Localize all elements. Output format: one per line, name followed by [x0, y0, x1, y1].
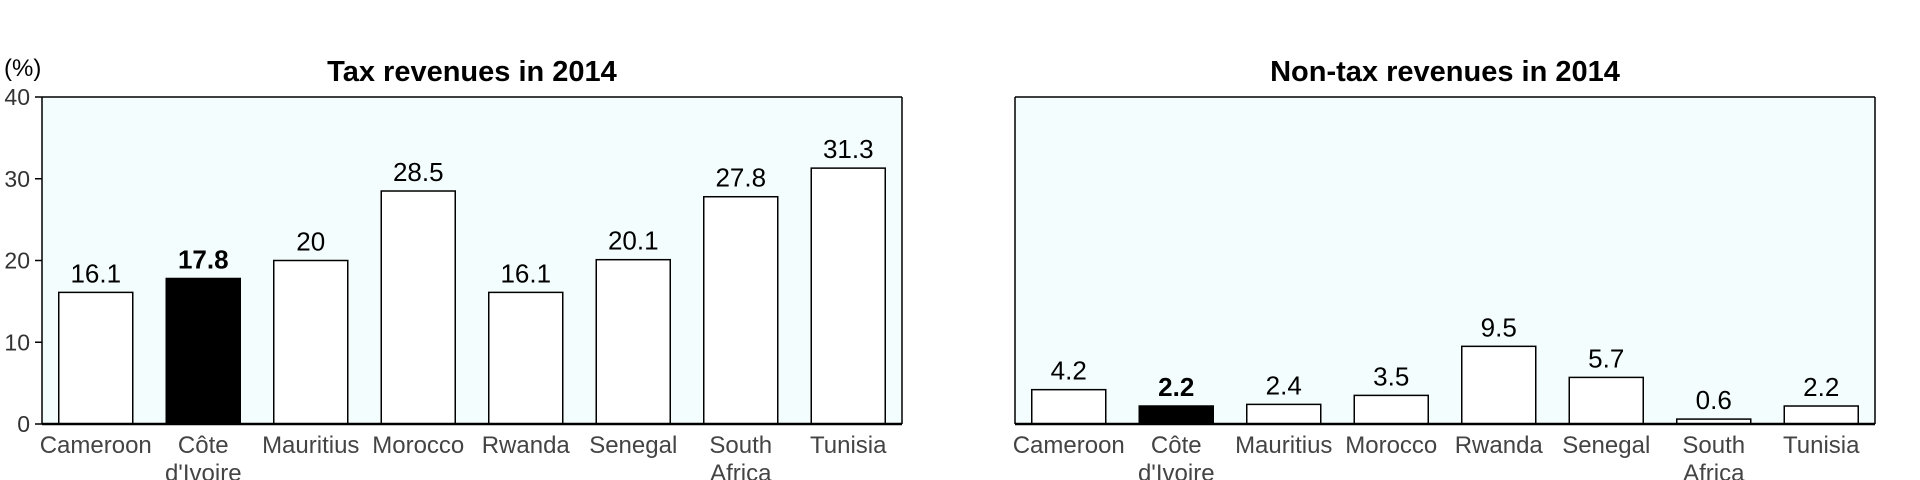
- bar-morocco: [380, 190, 456, 425]
- category-label: South Africa: [709, 432, 772, 480]
- category-label: Tunisia: [1783, 432, 1860, 459]
- bar-tunisia: [810, 167, 886, 425]
- bar-c-te-d-ivoire: [1138, 405, 1214, 425]
- y-tick-label: 20: [4, 248, 30, 274]
- bar-tunisia: [1783, 405, 1859, 425]
- category-label: Côte d'Ivoire: [1138, 432, 1215, 480]
- data-label: 17.8: [178, 244, 229, 274]
- chart-panel-2: Non-tax revenues in 2014 4.2 Cameroon 2.2 Cô…: [1013, 56, 1876, 480]
- category-label: Tunisia: [810, 432, 887, 459]
- bar-mauritius: [1246, 403, 1322, 425]
- bar-morocco: [1353, 394, 1429, 425]
- category-label: Senegal: [589, 432, 677, 459]
- y-tick-label: 30: [4, 166, 30, 192]
- data-label: 20.1: [608, 226, 659, 256]
- bar-rwanda: [488, 291, 564, 425]
- category-label: Rwanda: [1455, 432, 1544, 459]
- category-label: Senegal: [1562, 432, 1650, 459]
- data-label: 0.6: [1696, 385, 1732, 415]
- bar-south-africa: [703, 195, 779, 425]
- bar-c-te-d-ivoire: [165, 277, 241, 425]
- category-label: Cameroon: [1013, 432, 1125, 459]
- data-label: 16.1: [500, 258, 551, 288]
- bar-mauritius: [273, 259, 349, 425]
- data-label: 2.4: [1266, 370, 1302, 400]
- bar-cameroon: [58, 291, 134, 425]
- category-label: Morocco: [372, 432, 464, 459]
- chart-title: Non-tax revenues in 2014: [1270, 56, 1620, 88]
- data-label: 20: [296, 227, 325, 257]
- data-label: 31.3: [823, 134, 874, 164]
- data-label: 5.7: [1588, 343, 1624, 373]
- y-axis-unit: (%): [4, 55, 41, 82]
- y-tick-label: 10: [4, 329, 30, 355]
- data-label: 2.2: [1803, 372, 1839, 402]
- category-label: Cameroon: [40, 432, 152, 459]
- plot-background: [1015, 97, 1875, 424]
- category-label: Morocco: [1345, 432, 1437, 459]
- data-label: 2.2: [1158, 372, 1194, 402]
- category-label: Rwanda: [482, 432, 571, 459]
- data-label: 9.5: [1481, 312, 1517, 342]
- chart-title: Tax revenues in 2014: [327, 56, 617, 88]
- bar-rwanda: [1461, 345, 1537, 425]
- data-label: 4.2: [1051, 356, 1087, 386]
- category-label: Mauritius: [1235, 432, 1332, 459]
- data-label: 16.1: [70, 258, 121, 288]
- bar-senegal: [1568, 376, 1644, 425]
- data-label: 28.5: [393, 157, 444, 187]
- category-label: South Africa: [1682, 432, 1745, 480]
- y-tick-label: 40: [4, 84, 30, 110]
- bar-senegal: [595, 258, 671, 425]
- y-tick-label: 0: [17, 411, 30, 437]
- data-label: 3.5: [1373, 361, 1409, 391]
- data-label: 27.8: [715, 163, 766, 193]
- category-label: Côte d'Ivoire: [165, 432, 242, 480]
- category-label: Mauritius: [262, 432, 359, 459]
- bar-cameroon: [1031, 388, 1107, 425]
- chart-panel-1: Tax revenues in 2014 16.1 Cameroon 17.8 Côte…: [4, 55, 903, 480]
